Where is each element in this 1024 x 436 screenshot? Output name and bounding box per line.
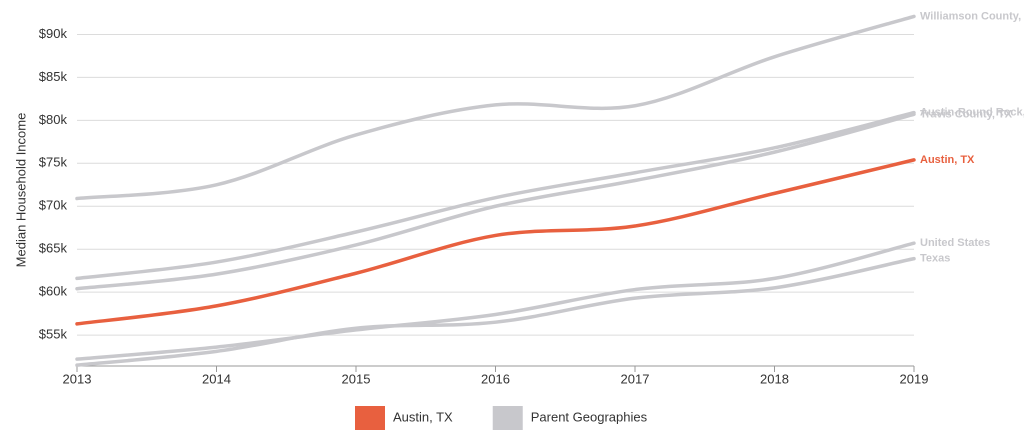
line xyxy=(75,241,916,361)
y-tick-label: $55k xyxy=(39,327,68,342)
y-tick-label: $85k xyxy=(39,69,68,84)
line-end-label: Texas xyxy=(920,253,950,265)
line xyxy=(75,158,916,326)
line xyxy=(75,14,916,201)
line xyxy=(75,110,916,281)
line xyxy=(75,256,916,367)
line xyxy=(75,112,916,291)
x-tick-label: 2019 xyxy=(900,371,929,386)
line-end-label: Austin-Round Rock, TX xyxy=(920,107,1024,119)
line-end-label: United States xyxy=(920,237,990,249)
y-tick-label: $65k xyxy=(39,241,68,256)
line-end-label: Austin, TX xyxy=(920,154,975,166)
x-tick-label: 2013 xyxy=(63,371,92,386)
x-tick-label: 2016 xyxy=(481,371,510,386)
x-tick-label: 2014 xyxy=(202,371,231,386)
x-tick-label: 2018 xyxy=(760,371,789,386)
y-tick-label: $60k xyxy=(39,284,68,299)
y-tick-label: $90k xyxy=(39,26,68,41)
legend-swatch xyxy=(492,406,523,430)
y-tick-label: $75k xyxy=(39,155,68,170)
y-axis-label: Median Household Income xyxy=(13,113,28,268)
legend-swatch xyxy=(355,406,385,430)
y-tick-label: $80k xyxy=(39,112,68,127)
y-tick-label: $70k xyxy=(39,198,68,213)
x-tick-label: 2017 xyxy=(621,371,650,386)
x-tick-label: 2015 xyxy=(342,371,371,386)
legend-label: Parent Geographies xyxy=(531,409,648,424)
line-end-label: Williamson County, TX xyxy=(920,10,1024,22)
line-end-label: Travis County, TX xyxy=(920,108,1013,120)
legend-label: Austin, TX xyxy=(393,409,453,424)
